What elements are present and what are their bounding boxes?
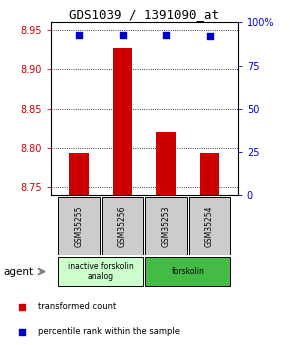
Bar: [58, 257, 144, 286]
Text: GSM35253: GSM35253: [162, 205, 171, 247]
Point: [20, 304, 25, 310]
Text: agent: agent: [3, 267, 33, 276]
Bar: [189, 197, 231, 255]
Point: [120, 32, 125, 37]
Bar: [102, 197, 143, 255]
Text: GSM35256: GSM35256: [118, 205, 127, 247]
Text: GSM35254: GSM35254: [205, 205, 214, 247]
Text: forskolin: forskolin: [171, 267, 204, 276]
Text: transformed count: transformed count: [38, 302, 117, 312]
Text: percentile rank within the sample: percentile rank within the sample: [38, 327, 180, 336]
Bar: [156, 132, 176, 195]
Bar: [145, 257, 231, 286]
Point: [20, 329, 25, 334]
Point: [164, 32, 168, 37]
Bar: [58, 197, 100, 255]
Text: inactive forskolin
analog: inactive forskolin analog: [68, 262, 134, 281]
Bar: [69, 154, 89, 195]
Bar: [145, 197, 187, 255]
Point: [77, 32, 81, 37]
Point: [207, 33, 212, 39]
Title: GDS1039 / 1391090_at: GDS1039 / 1391090_at: [69, 8, 219, 21]
Bar: [113, 48, 132, 195]
Text: GSM35255: GSM35255: [75, 205, 84, 247]
Bar: [200, 154, 219, 195]
